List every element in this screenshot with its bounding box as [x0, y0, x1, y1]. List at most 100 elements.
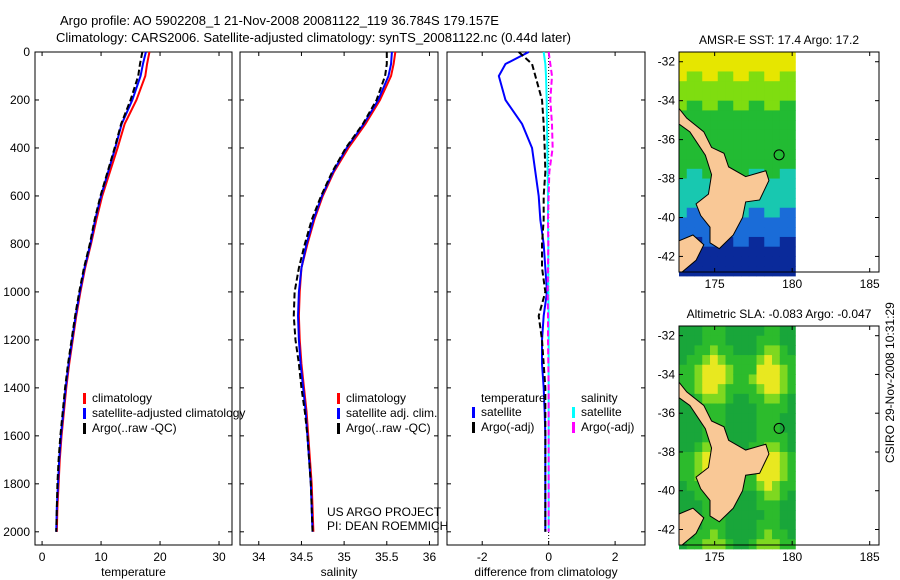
map-cell [717, 90, 727, 102]
map-cell [787, 168, 796, 180]
map-cell [710, 519, 719, 530]
map-cell [748, 500, 758, 511]
map-cell [710, 71, 719, 82]
map-cell [779, 461, 789, 472]
map-cell [725, 384, 734, 395]
map-cell [694, 256, 703, 267]
map-cell [679, 481, 688, 492]
map-cell [717, 52, 727, 63]
map-cell [779, 198, 789, 209]
map-cell [787, 500, 796, 511]
map-cell [772, 335, 781, 346]
map-cell [717, 139, 727, 150]
map-cell [772, 539, 781, 550]
map-cell [679, 355, 688, 366]
map-cell [686, 335, 696, 346]
legend-entry: satellite adj. clim. [346, 406, 437, 420]
map-cell [694, 81, 703, 92]
map-cell [764, 355, 773, 366]
map-cell [725, 539, 734, 550]
map-cell [748, 120, 758, 131]
map-cell [779, 159, 789, 170]
map-cell [702, 335, 711, 346]
map-cell [679, 100, 688, 111]
map-cell [702, 461, 711, 472]
y-tick-label: -40 [658, 210, 676, 224]
map-cell [710, 120, 719, 131]
map-cell [779, 246, 789, 257]
map-cell [702, 510, 711, 521]
map-cell [733, 393, 742, 405]
map-cell [733, 110, 742, 121]
map-cell [686, 188, 696, 199]
x-tick-label: 0 [545, 550, 552, 564]
map-cell [717, 384, 727, 395]
map-cell [717, 256, 727, 267]
map-cell [779, 500, 789, 511]
map-cell [787, 236, 796, 248]
map-cell [787, 188, 796, 199]
legend-entry-swatch [337, 408, 340, 419]
map-cell [741, 403, 750, 414]
map-cell [772, 422, 781, 434]
y-tick-label: 1400 [3, 381, 30, 395]
map-cell [710, 110, 719, 121]
map-cell [741, 335, 750, 346]
map-cell [725, 374, 734, 385]
x-tick-label: 2 [612, 550, 619, 564]
map-cell [686, 217, 696, 228]
map-cell [733, 384, 742, 395]
map-cell [748, 266, 758, 277]
map-cell [733, 129, 742, 141]
map-cell [733, 100, 742, 111]
map-cell [717, 519, 727, 530]
map-cell [733, 236, 742, 248]
map-cell [741, 120, 750, 131]
map-cell [764, 451, 773, 463]
map-cell [748, 364, 758, 375]
map-cell [772, 374, 781, 385]
map-cell [756, 432, 765, 443]
map-cell [679, 432, 688, 443]
map-cell [787, 490, 796, 501]
map-cell [686, 100, 696, 111]
map-cell [787, 384, 796, 395]
map-cell [710, 364, 719, 375]
map-cell [686, 422, 696, 434]
map-cell [748, 393, 758, 405]
map-cell [772, 442, 781, 453]
map-cell [725, 110, 734, 121]
map-cell [748, 374, 758, 385]
map-cell [725, 90, 734, 102]
map-cell [733, 227, 742, 238]
map-cell [764, 422, 773, 434]
map-cell [686, 539, 696, 550]
map-cell [748, 139, 758, 150]
map-cell [787, 461, 796, 472]
map-cell [756, 198, 765, 209]
series-line-satellite [497, 51, 549, 532]
map-cell [686, 178, 696, 189]
map-cell [702, 266, 711, 277]
y-tick-label: 600 [10, 189, 30, 203]
map-cell [748, 246, 758, 257]
map-cell [679, 52, 688, 63]
map-cell [725, 393, 734, 405]
map-box-1 [678, 325, 880, 546]
legend-entry-swatch [83, 408, 86, 419]
map-cell [686, 266, 696, 277]
map-cell [733, 500, 742, 511]
map-cell [686, 207, 696, 218]
map-cell [764, 110, 773, 121]
map-cell [748, 326, 758, 337]
map-cell [679, 217, 688, 228]
map-cell [717, 61, 727, 72]
map-cell [717, 266, 727, 277]
map-cell [764, 364, 773, 375]
map-cell [787, 355, 796, 366]
map-cell [779, 529, 789, 540]
map-cell [686, 81, 696, 92]
map-cell [756, 413, 765, 424]
legend-entry: Argo(-adj) [481, 420, 534, 434]
map-cell [679, 442, 688, 453]
